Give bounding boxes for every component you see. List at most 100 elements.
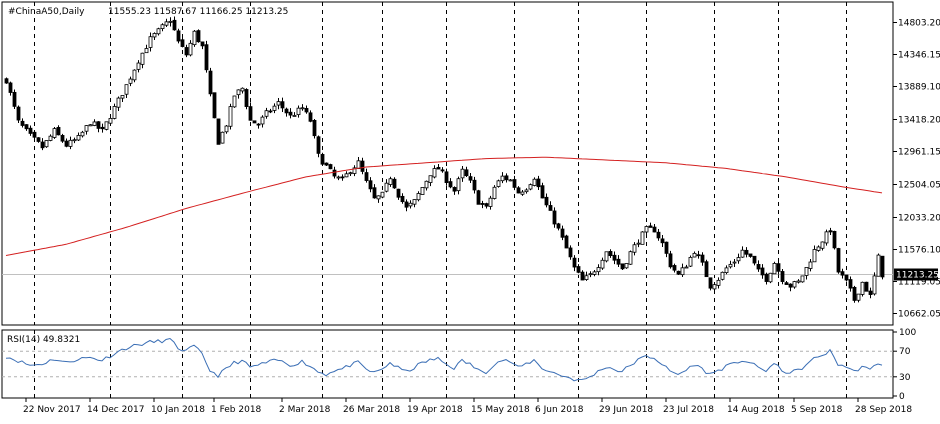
candle-body [476,190,481,205]
candle-body [120,95,125,99]
candle-body [608,251,613,257]
candle [212,92,217,119]
candle [280,97,285,113]
candle-body [252,120,257,124]
candle [48,134,53,142]
candle [228,103,233,130]
candle-body [756,264,761,270]
candle [612,251,617,265]
candle-body [288,111,293,116]
candle-body [752,255,757,264]
candle-body [560,228,565,238]
candle [848,276,853,292]
rsi-pane-frame [1,329,894,399]
candle [516,186,521,194]
candle-body [140,52,145,65]
candle [704,259,709,278]
candle [88,124,93,127]
candle-body [60,135,65,142]
candle [460,165,465,182]
candle-body [312,119,317,137]
candle-body [156,28,161,35]
candle [788,283,793,292]
candle [796,279,801,284]
candle [868,287,873,299]
candle [544,193,549,208]
candle [40,138,45,151]
candle [652,223,657,233]
candle-body [872,275,877,295]
candle-body [56,126,61,136]
candle-body [620,263,625,270]
candle [12,89,17,110]
candle-body [164,21,169,26]
candle-body [880,255,885,278]
candle-body [400,195,405,203]
candle-body [720,271,725,280]
candle-body [28,127,33,134]
candle-body [112,106,117,119]
candle-body [36,137,41,142]
candle-body [500,175,505,182]
candle [724,265,729,275]
candle-body [264,110,269,117]
candle-body [748,253,753,257]
candle-body [408,202,413,207]
time-tick-label: 29 Jun 2018 [599,405,653,415]
price-tick-label: 14803.20 [898,19,940,29]
candle [168,17,173,27]
candle [368,177,373,193]
candle [708,277,713,291]
candle [588,271,593,278]
candle [532,177,537,187]
candle [756,260,761,272]
candle-body [804,267,809,276]
candle-body [48,135,53,141]
candle-body [572,257,577,268]
candle [696,250,701,259]
candle [248,102,253,121]
candle-body [580,271,585,281]
candle [864,281,869,292]
candle [808,258,813,272]
candle [32,130,37,139]
candle-body [372,187,377,199]
candle-body [668,253,673,268]
candle [92,119,97,127]
candle [296,105,301,118]
candle [700,252,705,266]
candle-body [256,123,261,126]
candle [148,32,153,52]
rsi-tick-label: 30 [899,373,911,383]
candle-body [760,267,765,276]
candle-body [132,69,137,81]
candle-body [100,126,105,130]
candle [376,195,381,203]
candle-body [424,180,429,189]
candle [764,272,769,285]
candle [268,108,273,114]
candle-body [12,91,17,107]
candle [488,195,493,210]
candle [392,177,397,189]
candle [316,135,321,158]
candle [768,272,773,284]
candle-body [544,196,549,206]
candle-body [92,121,97,126]
candle-body [200,41,205,47]
rsi-tick-label: 0 [899,392,905,402]
candle-body [268,110,273,113]
candle [644,225,649,235]
candle [840,268,845,279]
candle-body [216,118,221,145]
candle-body [828,230,833,233]
candle-body [744,249,749,255]
candle [252,120,257,124]
candle-body [108,118,113,124]
candle-body [124,84,129,95]
candle [880,255,885,280]
candle-body [576,266,581,273]
candle [524,188,529,194]
candle [576,264,581,274]
current-price-badge-label: 11213.25 [896,271,939,281]
